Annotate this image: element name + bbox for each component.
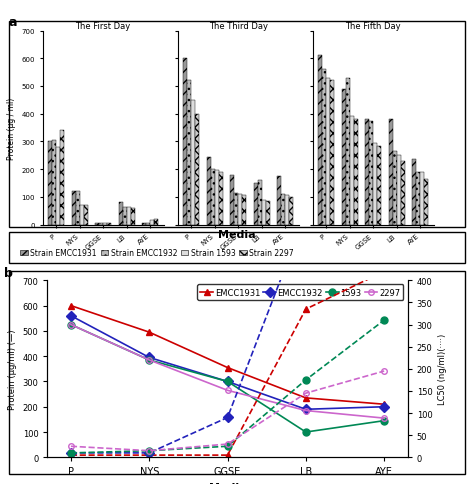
Text: b: b	[4, 267, 13, 280]
Bar	[281, 195, 285, 225]
EMCC1931	[303, 395, 309, 401]
Bar	[234, 193, 238, 225]
Bar	[154, 220, 158, 225]
Bar	[72, 192, 76, 225]
1593	[381, 418, 387, 424]
Bar	[215, 171, 219, 225]
2297	[303, 408, 309, 414]
1593	[303, 429, 309, 435]
Bar	[238, 195, 242, 225]
Bar	[150, 221, 154, 225]
Bar	[230, 175, 234, 225]
Bar	[354, 120, 358, 225]
Bar	[83, 206, 88, 225]
Bar	[346, 78, 350, 225]
Bar	[369, 121, 374, 225]
Bar	[52, 141, 56, 225]
2297	[381, 415, 387, 421]
1593	[68, 322, 74, 328]
Title: The First Day: The First Day	[75, 22, 131, 30]
Bar	[350, 117, 354, 225]
Line: 2297: 2297	[68, 322, 387, 421]
Bar	[389, 120, 393, 225]
Bar	[48, 142, 52, 225]
Bar	[80, 206, 83, 225]
Bar	[118, 203, 123, 225]
2297	[68, 322, 74, 328]
EMCC1931	[381, 402, 387, 408]
Bar	[254, 183, 258, 225]
Bar	[123, 207, 127, 225]
Bar	[277, 177, 281, 225]
EMCC1931	[146, 330, 152, 335]
Bar	[397, 156, 401, 225]
Bar	[76, 192, 80, 225]
Bar	[219, 172, 223, 225]
EMCC1932	[303, 407, 309, 412]
Bar	[107, 224, 111, 225]
Line: 1593: 1593	[67, 321, 388, 436]
Bar	[56, 148, 60, 225]
EMCC1932	[146, 355, 152, 361]
Text: Media: Media	[218, 230, 256, 240]
EMCC1932	[68, 313, 74, 319]
Line: EMCC1932: EMCC1932	[67, 313, 388, 413]
Bar	[183, 59, 187, 225]
Title: The Fifth Day: The Fifth Day	[346, 22, 401, 30]
Bar	[95, 224, 99, 225]
EMCC1931	[68, 303, 74, 309]
Bar	[416, 172, 420, 225]
Bar	[393, 152, 397, 225]
Bar	[424, 180, 428, 225]
Bar	[103, 224, 107, 225]
Bar	[365, 120, 369, 225]
Bar	[258, 181, 262, 225]
EMCC1932	[225, 379, 230, 385]
Bar	[326, 78, 330, 225]
Bar	[289, 197, 293, 225]
Legend: EMCC1931, EMCC1932, 1593, 2297: EMCC1931, EMCC1932, 1593, 2297	[197, 285, 403, 301]
Y-axis label: Protein (μg/ml) (—): Protein (μg/ml) (—)	[8, 329, 17, 409]
Bar	[342, 90, 346, 225]
Y-axis label: LC50 (ng/ml)(····): LC50 (ng/ml)(····)	[438, 333, 447, 405]
Bar	[195, 114, 199, 225]
Bar	[412, 160, 416, 225]
2297	[225, 388, 230, 393]
Legend: Strain EMCC1931, Strain EMCC1932, Strain 1593, Strain 2297: Strain EMCC1931, Strain EMCC1932, Strain…	[18, 246, 296, 260]
Bar	[187, 81, 191, 225]
Bar	[265, 201, 270, 225]
1593	[146, 357, 152, 363]
Bar	[374, 143, 377, 225]
Bar	[130, 209, 135, 225]
Bar	[401, 162, 405, 225]
Bar	[127, 207, 130, 225]
2297	[146, 357, 152, 363]
Bar	[319, 56, 322, 225]
EMCC1931	[225, 365, 230, 371]
Bar	[211, 170, 215, 225]
Bar	[60, 131, 64, 225]
1593	[225, 379, 230, 385]
Title: The Third Day: The Third Day	[209, 22, 268, 30]
Bar	[191, 101, 195, 225]
Bar	[330, 81, 334, 225]
Bar	[207, 157, 211, 225]
Bar	[242, 196, 246, 225]
Bar	[142, 224, 146, 225]
Text: a: a	[9, 16, 18, 29]
Line: EMCC1931: EMCC1931	[67, 302, 388, 408]
Bar	[420, 172, 424, 225]
Bar	[99, 224, 103, 225]
Bar	[146, 224, 150, 225]
Y-axis label: Protein (μg / ml): Protein (μg / ml)	[7, 97, 16, 159]
X-axis label: Media: Media	[209, 482, 246, 484]
Bar	[262, 200, 265, 225]
EMCC1932	[381, 404, 387, 410]
Bar	[285, 196, 289, 225]
Bar	[322, 70, 326, 225]
Bar	[377, 146, 381, 225]
